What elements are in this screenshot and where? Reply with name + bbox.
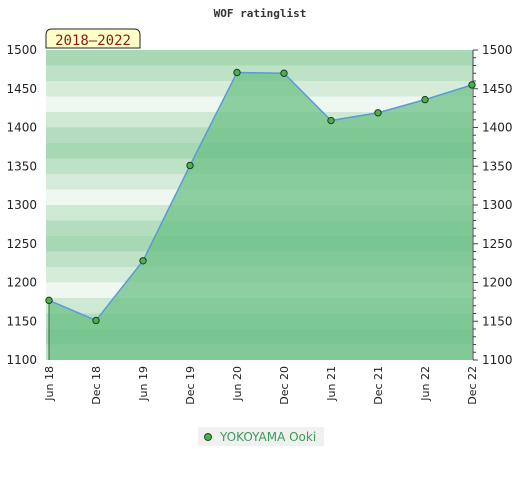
legend-series-name: YOKOYAMA Ooki [220, 429, 317, 444]
data-point [468, 81, 476, 89]
data-point [421, 95, 429, 104]
chart-title: WOF ratinglist [214, 7, 307, 20]
data-point [280, 69, 288, 77]
period-badge: 2018–2022 [45, 28, 141, 49]
x-tick-label: Jun 18 [43, 366, 56, 402]
x-tick-label: Jun 22 [419, 366, 432, 402]
legend: YOKOYAMA Ooki [198, 427, 324, 446]
data-point [186, 161, 194, 170]
x-tick-label: Dec 19 [184, 366, 197, 405]
rating-line [48, 71, 473, 322]
y-tick-label-left: 1250 [6, 237, 37, 251]
y-tick-label-right: 1400 [482, 121, 513, 135]
data-point [92, 316, 100, 325]
data-point [139, 257, 147, 265]
y-tick-label-right: 1100 [482, 353, 513, 367]
data-point [45, 296, 53, 305]
y-tick-label-left: 1100 [6, 353, 37, 367]
x-tick-label: Jun 19 [137, 366, 150, 402]
data-point [327, 116, 335, 125]
x-tick-label: Dec 18 [90, 366, 103, 405]
x-tick-label: Dec 21 [372, 366, 385, 405]
y-tick-label-left: 1150 [6, 314, 37, 328]
legend-marker-icon [204, 432, 212, 441]
data-point [374, 109, 382, 117]
y-tick-label-right: 1450 [482, 82, 513, 96]
y-tick-label-right: 1500 [482, 43, 513, 57]
y-tick-label-left: 1300 [6, 198, 37, 212]
y-tick-label-right: 1200 [482, 276, 513, 290]
area-layer [48, 71, 473, 360]
y-tick-label-right: 1350 [482, 159, 513, 173]
y-axis-left: 1100 1150 1200 1250 1300 1350 1400 1450 1500 [6, 43, 37, 367]
data-point [233, 68, 241, 77]
y-tick-label-left: 1500 [6, 43, 37, 57]
x-tick-label: Dec 22 [466, 366, 479, 405]
x-tick-label: Dec 20 [278, 366, 291, 405]
y-tick-label-right: 1300 [482, 198, 513, 212]
y-tick-label-right: 1150 [482, 314, 513, 328]
y-tick-label-left: 1200 [6, 276, 37, 290]
rating-area [49, 72, 472, 360]
y-tick-label-left: 1350 [6, 159, 37, 173]
data-points [45, 68, 476, 325]
x-axis: Jun 18 Dec 18 Jun 19 Dec 19 Jun 20 Dec 20 Jun … [43, 366, 479, 405]
x-tick-label: Jun 20 [231, 366, 244, 402]
y-axis-right: 1100 1150 1200 1250 1300 1350 1400 1450 1500 [472, 43, 513, 367]
grid-band [46, 50, 473, 66]
y-tick-label-left: 1400 [6, 121, 37, 135]
x-tick-label: Jun 21 [325, 366, 338, 402]
y-tick-label-left: 1450 [6, 82, 37, 96]
period-badge-label: 2018–2022 [55, 33, 131, 49]
y-tick-label-right: 1250 [482, 237, 513, 251]
